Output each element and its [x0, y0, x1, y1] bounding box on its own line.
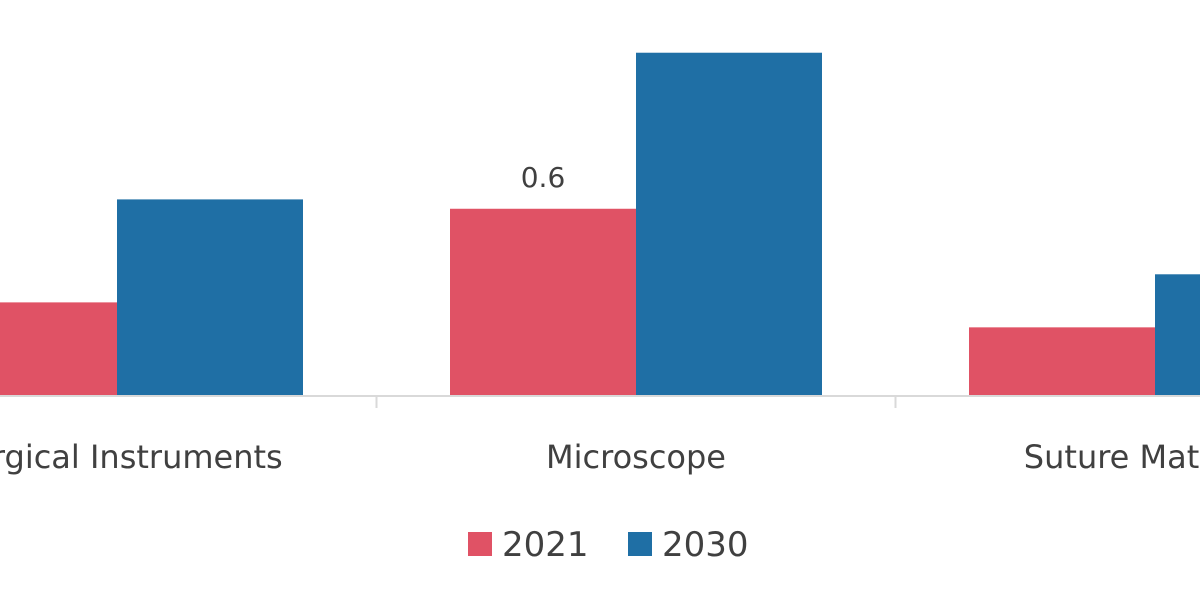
x-axis-ticks — [375, 396, 897, 408]
bars-group — [0, 52, 1200, 397]
bar-suture-materials-2030 — [1155, 274, 1200, 396]
bar-microscope-2021 — [450, 208, 636, 396]
data-label-microscope-2021: 0.6 — [521, 161, 566, 194]
legend: 2021 2030 — [468, 525, 749, 565]
bar-suture-materials-2021 — [969, 327, 1155, 396]
category-label-microscope: Microscope — [546, 438, 726, 476]
legend-label-2030: 2030 — [662, 525, 749, 565]
data-labels: 0.6 — [521, 161, 566, 194]
bar-surgical-instruments-2021 — [0, 302, 117, 396]
legend-swatch-2030 — [628, 532, 652, 556]
legend-swatch-2021 — [468, 532, 492, 556]
bar-microscope-2030 — [636, 52, 822, 397]
category-label-surgical-instruments: Surgical Instruments — [0, 438, 283, 476]
bar-surgical-instruments-2030 — [117, 199, 303, 396]
category-label-suture-materials: Suture Materials — [1024, 438, 1200, 476]
legend-label-2021: 2021 — [502, 525, 589, 565]
category-labels: Surgical Instruments Microscope Suture Mat… — [0, 438, 1200, 476]
